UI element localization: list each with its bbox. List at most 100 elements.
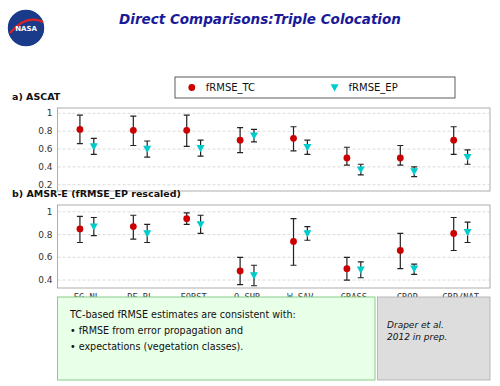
- error-cap: [358, 174, 364, 175]
- error-bar: [251, 265, 257, 285]
- marker: [344, 265, 351, 272]
- error-cap: [397, 165, 403, 166]
- grid-line: [58, 131, 491, 132]
- marker: [183, 127, 190, 134]
- error-cap: [344, 165, 350, 166]
- error-cap: [411, 274, 417, 275]
- error-bar: [91, 218, 97, 236]
- marker: [344, 155, 351, 162]
- error-bar: [144, 141, 150, 157]
- error-cap: [291, 126, 297, 127]
- note-box: TC-based fRMSE estimates are consistent …: [58, 297, 376, 380]
- error-bar: [198, 140, 204, 156]
- y-tick-label: 0.4: [38, 275, 53, 285]
- error-cap: [465, 149, 471, 150]
- marker: [450, 137, 457, 144]
- error-cap: [91, 154, 97, 155]
- error-cap: [411, 176, 417, 177]
- marker: [197, 145, 205, 152]
- marker: [250, 272, 258, 279]
- error-bar: [77, 115, 83, 144]
- error-cap: [77, 216, 83, 217]
- title: Direct Comparisons:Triple Colocation: [119, 11, 401, 27]
- legend: fRMSE_TCfRMSE_EP: [175, 77, 455, 98]
- error-cap: [397, 145, 403, 146]
- error-bar: [144, 224, 150, 242]
- error-bar: [130, 215, 136, 239]
- error-bar: [465, 222, 471, 242]
- error-cap: [304, 154, 310, 155]
- error-cap: [358, 164, 364, 165]
- error-cap: [251, 141, 257, 142]
- error-bar: [291, 219, 297, 266]
- error-cap: [198, 140, 204, 141]
- error-cap: [130, 239, 136, 240]
- marker: [77, 126, 84, 133]
- error-bar: [184, 213, 190, 224]
- grid-line: [58, 113, 491, 114]
- error-bar: [237, 128, 243, 153]
- grid-line: [58, 280, 491, 281]
- error-bar: [130, 116, 136, 145]
- marker: [143, 230, 151, 237]
- error-cap: [184, 212, 190, 213]
- error-cap: [411, 166, 417, 167]
- error-cap: [184, 115, 190, 116]
- error-cap: [451, 217, 457, 218]
- note-frame: [58, 297, 376, 380]
- y-tick-label: 0.6: [38, 252, 53, 262]
- error-cap: [411, 264, 417, 265]
- error-bar: [77, 216, 83, 242]
- error-bar: [344, 257, 350, 280]
- error-cap: [237, 152, 243, 153]
- legend-marker: [188, 84, 195, 91]
- marker: [464, 229, 472, 236]
- grid-line: [58, 149, 491, 150]
- error-cap: [304, 226, 310, 227]
- error-cap: [144, 140, 150, 141]
- error-cap: [91, 138, 97, 139]
- data-layer: [77, 115, 472, 177]
- error-bar: [411, 167, 417, 177]
- marker: [397, 247, 404, 254]
- error-bar: [291, 127, 297, 151]
- error-bar: [198, 215, 204, 233]
- error-cap: [291, 218, 297, 219]
- panel-label: b) AMSR-E (fRMSE_EP rescaled): [12, 188, 181, 199]
- text-line: 2012 in prep.: [387, 332, 447, 342]
- error-bar: [397, 233, 403, 268]
- logo-swoosh: [10, 20, 43, 33]
- error-cap: [91, 217, 97, 218]
- marker: [397, 155, 404, 162]
- grid-line: [58, 166, 491, 167]
- error-cap: [237, 127, 243, 128]
- text-line: • expectations (vegetation classes).: [70, 341, 243, 352]
- error-bar: [184, 115, 190, 146]
- error-cap: [451, 126, 457, 127]
- marker: [77, 225, 84, 232]
- marker: [130, 223, 137, 230]
- marker: [90, 143, 98, 150]
- plot-frame: [58, 108, 491, 191]
- marker: [237, 137, 244, 144]
- marker: [303, 144, 311, 151]
- error-bar: [411, 264, 417, 274]
- error-cap: [237, 284, 243, 285]
- error-cap: [451, 250, 457, 251]
- error-cap: [344, 147, 350, 148]
- error-cap: [344, 257, 350, 258]
- error-bar: [451, 218, 457, 251]
- marker: [90, 223, 98, 230]
- marker: [290, 238, 297, 245]
- logo-text: NASA: [15, 25, 37, 33]
- marker: [410, 265, 418, 272]
- error-cap: [465, 242, 471, 243]
- error-cap: [465, 221, 471, 222]
- marker: [197, 221, 205, 228]
- error-cap: [130, 145, 136, 146]
- panel-label: a) ASCAT: [12, 91, 61, 102]
- error-cap: [144, 224, 150, 225]
- text-line: • fRMSE from error propagation and: [70, 325, 243, 336]
- marker: [357, 166, 365, 173]
- error-cap: [77, 242, 83, 243]
